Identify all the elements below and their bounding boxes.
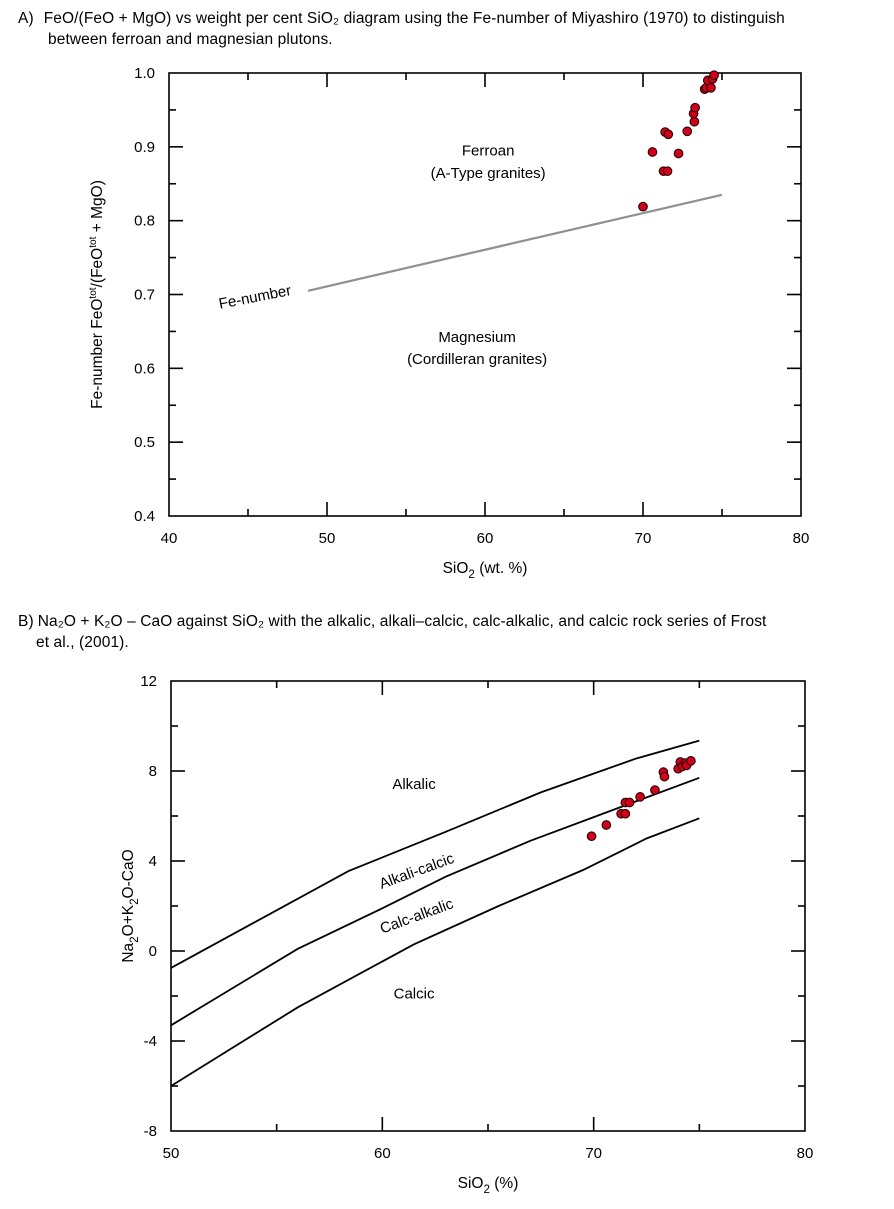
x-tick-label: 40 xyxy=(161,530,178,547)
data-point xyxy=(586,831,597,842)
y-tick-label: 0.6 xyxy=(134,360,155,377)
x-tick-label: 80 xyxy=(797,1145,814,1162)
region-label: Fe-number xyxy=(217,282,292,313)
data-point xyxy=(686,756,696,766)
x-axis-title: SiO2 (%) xyxy=(458,1175,519,1196)
y-tick-label: 0.8 xyxy=(134,213,155,230)
region-label: Alkalic xyxy=(392,776,436,793)
data-point xyxy=(663,129,674,140)
data-point xyxy=(620,808,631,819)
data-point xyxy=(659,771,670,782)
region-label: Magnesium xyxy=(438,329,516,346)
data-point xyxy=(709,70,719,81)
data-point xyxy=(662,166,673,177)
x-tick-label: 60 xyxy=(477,530,494,547)
data-point xyxy=(638,201,648,212)
y-tick-label: 0 xyxy=(149,943,157,960)
data-point xyxy=(647,147,658,157)
y-tick-label: 0.7 xyxy=(134,287,155,304)
data-point xyxy=(635,792,646,802)
x-tick-label: 70 xyxy=(585,1145,602,1162)
x-axis-title: SiO2 (wt. %) xyxy=(443,560,528,581)
alkali-lime-chart: 50 60 70 80 -8 -4 0 4 8 12 SiO2 (%) Na2O+K2O-CaO Alk… xyxy=(120,673,814,1196)
region-label: Calcic xyxy=(394,985,435,1002)
caption-b-text: Na₂O + K₂O – CaO against SiO₂ with the a… xyxy=(37,613,767,630)
x-tick-label: 50 xyxy=(163,1145,180,1162)
y-tick-label: -4 xyxy=(144,1033,157,1050)
boundary-line xyxy=(170,776,700,1027)
y-tick-label: 0.4 xyxy=(134,508,155,525)
data-point xyxy=(682,126,693,137)
data-point xyxy=(706,82,716,93)
caption-a-line2: between ferroan and magnesian plutons. xyxy=(48,31,333,48)
x-tick-label: 80 xyxy=(793,530,810,547)
caption-b: B) Na₂O + K₂O – CaO against SiO₂ with the… xyxy=(18,611,888,653)
caption-a: A) FeO/(FeO + MgO) vs weight per cent SiO… xyxy=(18,8,888,50)
boundary-line xyxy=(170,739,700,969)
data-point xyxy=(690,102,700,113)
caption-a-line1: A) FeO/(FeO + MgO) vs weight per cent SiO… xyxy=(18,8,888,29)
caption-b-label: B) xyxy=(18,613,34,630)
y-tick-label: 1.0 xyxy=(134,65,155,82)
data-point xyxy=(673,148,684,159)
plot-frame xyxy=(170,680,806,1132)
fe-number-chart: 40 50 60 70 80 0.4 0.5 0.6 0.7 0.8 0.9 1.0 SiO2 (wt.… xyxy=(88,65,810,581)
x-tick-label: 60 xyxy=(374,1145,391,1162)
region-label: Alkali-calcic xyxy=(377,850,457,893)
y-axis-title: Fe-number FeOtot/(FeOtot + MgO) xyxy=(88,180,106,409)
data-point xyxy=(689,116,700,127)
region-label: (A-Type granites) xyxy=(431,165,546,182)
region-label: Ferroan xyxy=(462,143,515,160)
y-tick-label: 12 xyxy=(140,673,157,690)
caption-b-line1: B) Na₂O + K₂O – CaO against SiO₂ with the… xyxy=(18,611,888,632)
y-axis-title: Na2O+K2O-CaO xyxy=(120,849,141,962)
y-tick-label: 8 xyxy=(149,763,157,780)
y-tick-label: 0.5 xyxy=(134,434,155,451)
y-tick-label: -8 xyxy=(144,1123,157,1140)
y-tick-label: 4 xyxy=(149,853,157,870)
x-tick-label: 70 xyxy=(635,530,652,547)
data-point xyxy=(601,820,612,830)
boundary-line xyxy=(170,817,700,1087)
caption-a-text: FeO/(FeO + MgO) vs weight per cent SiO₂ … xyxy=(43,10,785,27)
boundary-line xyxy=(307,193,723,292)
data-point xyxy=(650,785,660,795)
caption-a-label: A) xyxy=(18,10,34,27)
region-label: (Cordilleran granites) xyxy=(407,351,547,368)
y-tick-label: 0.9 xyxy=(134,139,155,156)
caption-b-line2: et al., (2001). xyxy=(36,634,129,651)
data-point xyxy=(624,797,635,808)
x-tick-label: 50 xyxy=(319,530,336,547)
